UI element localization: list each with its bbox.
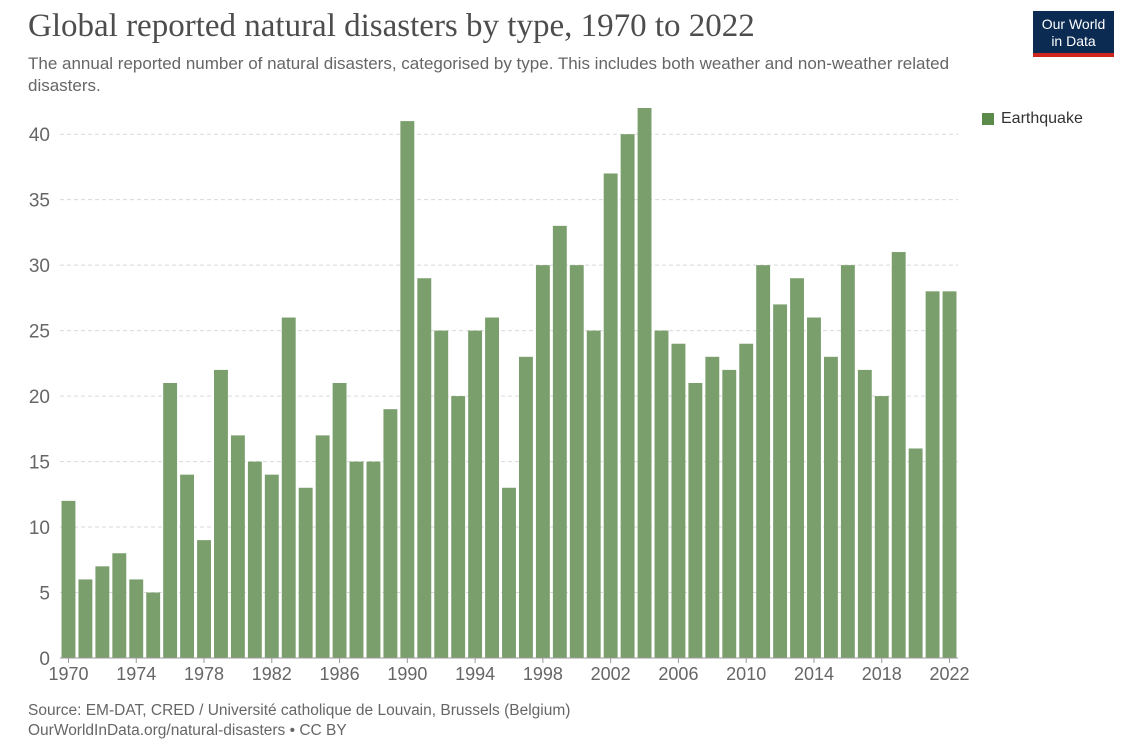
bar [61,500,76,658]
bar [112,553,127,658]
y-tick-label: 40 [29,125,50,146]
x-tick-label: 2010 [726,664,766,684]
bar [298,487,313,658]
y-tick-label: 20 [29,387,50,408]
x-tick-label: 2022 [930,664,970,684]
bar [315,435,330,658]
bar [264,474,279,658]
bar [146,592,161,658]
x-tick-label: 2014 [794,664,834,684]
x-axis: 1970 1974 1978 1982 1986 1990 1994 1998 2002 2006… [48,657,970,684]
bar [78,579,93,658]
x-tick-label: 2006 [658,664,698,684]
bar [417,278,432,658]
bar [637,108,652,658]
bar [569,265,584,658]
y-tick-label: 25 [29,322,50,343]
y-axis: 0 5 10 15 20 25 30 35 40 [29,125,50,670]
y-tick-label: 0 [39,649,50,670]
bar [230,435,245,658]
bar [756,265,771,658]
bar [400,121,415,659]
x-tick-label: 2018 [862,664,902,684]
bar [451,396,466,658]
bar [857,369,872,658]
x-tick-label: 1982 [252,664,292,684]
logo-line-2: in Data [1051,33,1096,49]
bar [518,356,533,658]
bar [468,330,483,658]
x-tick-label: 1998 [523,664,563,684]
bar [620,134,635,658]
bar [942,291,957,658]
x-tick-label: 1986 [320,664,360,684]
bar [535,265,550,658]
legend-swatch [982,113,994,125]
bar [807,317,821,658]
bar [214,369,228,658]
bar [874,396,889,658]
bar [434,330,449,658]
chart-subtitle: The annual reported number of natural di… [28,54,950,95]
legend[interactable]: Earthquake [982,110,1083,128]
bar [790,278,804,658]
bar [722,369,737,658]
bars [61,108,957,659]
bar [502,487,516,658]
legend-label: Earthquake [1001,110,1083,127]
source-note: Source: EM-DAT, CRED / Université cathol… [28,701,570,741]
y-tick-label: 10 [29,518,50,539]
bar [739,343,754,658]
x-tick-label: 2002 [591,664,631,684]
source-text[interactable]: Source: EM-DAT, CRED / Université cathol… [28,702,571,719]
bar [95,566,110,658]
y-tick-label: 35 [29,191,50,212]
bar [129,579,144,658]
bar [247,461,262,658]
bar [281,317,296,658]
x-tick-label: 1978 [184,664,224,684]
bar [891,252,906,659]
bar [586,330,601,658]
bar [840,265,855,658]
bar [485,317,500,658]
bar [349,461,364,658]
bar [823,356,838,658]
y-tick-label: 30 [29,256,50,277]
bar [552,225,567,658]
bar [163,383,178,658]
bar [197,540,211,658]
x-tick-label: 1994 [455,664,495,684]
bar [332,383,347,658]
x-tick-label: 1970 [48,664,88,684]
source-url[interactable]: OurWorldInData.org/natural-disasters • C… [28,722,347,739]
bar [603,173,618,658]
x-tick-label: 1990 [387,664,427,684]
bar [180,474,195,658]
bar [908,448,923,658]
bar [688,383,703,658]
y-tick-label: 5 [39,584,50,605]
bar [925,291,940,658]
y-tick-label: 15 [29,453,50,474]
owid-logo[interactable]: Our World in Data [1033,11,1114,57]
bar [773,304,788,658]
bar [654,330,669,658]
x-tick-label: 1974 [116,664,156,684]
logo-line-1: Our World [1041,16,1106,32]
bar [366,461,381,658]
bar [671,343,686,658]
chart-title: Global reported natural disasters by typ… [28,8,755,44]
bar [383,409,398,658]
bar [705,356,720,658]
